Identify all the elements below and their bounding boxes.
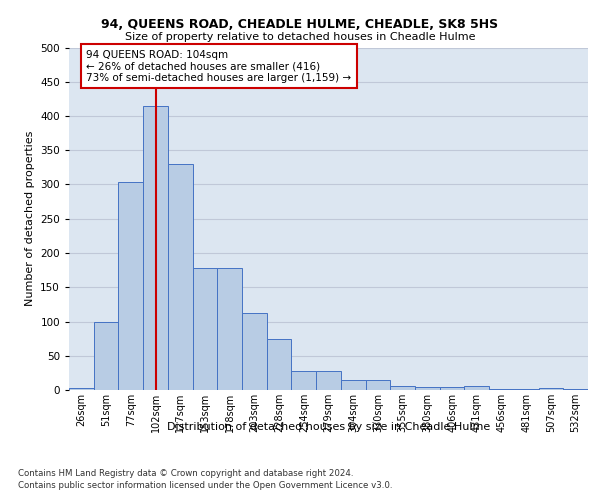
Bar: [390, 386, 415, 390]
Bar: [365, 380, 390, 390]
Bar: [292, 371, 316, 390]
Bar: [168, 164, 193, 390]
Bar: [539, 388, 563, 390]
Bar: [267, 338, 292, 390]
Bar: [69, 388, 94, 390]
Bar: [242, 314, 267, 390]
Bar: [464, 386, 489, 390]
Text: Size of property relative to detached houses in Cheadle Hulme: Size of property relative to detached ho…: [125, 32, 475, 42]
Y-axis label: Number of detached properties: Number of detached properties: [25, 131, 35, 306]
Bar: [341, 380, 365, 390]
Text: Contains public sector information licensed under the Open Government Licence v3: Contains public sector information licen…: [18, 481, 392, 490]
Bar: [415, 388, 440, 390]
Bar: [316, 371, 341, 390]
Text: 94 QUEENS ROAD: 104sqm
← 26% of detached houses are smaller (416)
73% of semi-de: 94 QUEENS ROAD: 104sqm ← 26% of detached…: [86, 50, 352, 83]
Bar: [143, 106, 168, 390]
Bar: [94, 322, 118, 390]
Bar: [193, 268, 217, 390]
Bar: [118, 182, 143, 390]
Text: 94, QUEENS ROAD, CHEADLE HULME, CHEADLE, SK8 5HS: 94, QUEENS ROAD, CHEADLE HULME, CHEADLE,…: [101, 18, 499, 30]
Text: Distribution of detached houses by size in Cheadle Hulme: Distribution of detached houses by size …: [167, 422, 490, 432]
Text: Contains HM Land Registry data © Crown copyright and database right 2024.: Contains HM Land Registry data © Crown c…: [18, 469, 353, 478]
Bar: [217, 268, 242, 390]
Bar: [440, 388, 464, 390]
